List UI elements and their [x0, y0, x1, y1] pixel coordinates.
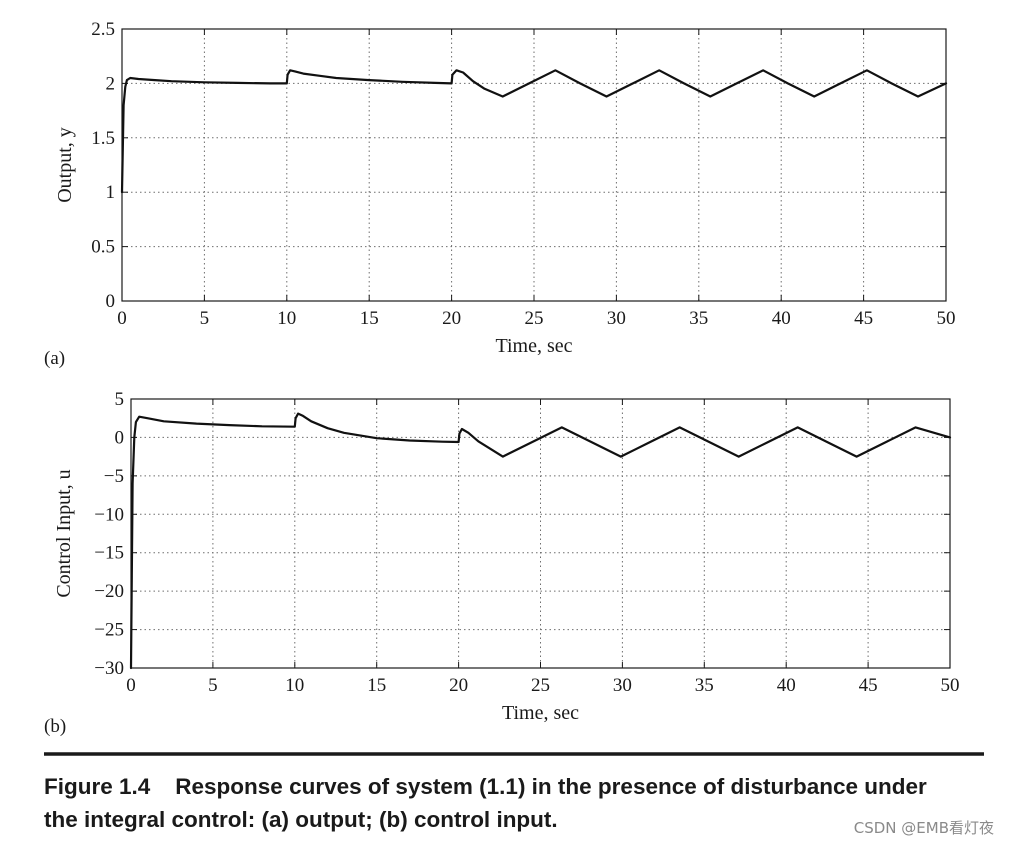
x-tick-label: 25: [525, 308, 544, 329]
y-tick-label: 5: [115, 389, 125, 410]
y-tick-label: 2: [106, 73, 116, 94]
y-tick-label: 0: [115, 427, 125, 448]
y-tick-label: 0: [106, 291, 116, 312]
x-tick-label: 0: [126, 675, 136, 696]
x-tick-label: 45: [854, 308, 873, 329]
panel-a-label: (a): [44, 348, 65, 369]
plot-frame: [130, 398, 951, 669]
x-tick-label: 50: [937, 308, 956, 329]
caption-line-1: Figure 1.4 Response curves of system (1.…: [44, 774, 927, 799]
x-tick-label: 25: [531, 675, 550, 696]
x-tick-label: 50: [941, 675, 960, 696]
y-tick-label: −30: [94, 658, 124, 679]
watermark: CSDN @EMB看灯夜: [854, 819, 994, 837]
panel-b-label: (b): [44, 716, 66, 737]
x-axis-label: Time, sec: [495, 335, 572, 357]
x-tick-label: 0: [117, 308, 127, 329]
x-tick-label: 30: [607, 308, 626, 329]
chart-panel-b: 0 5 10 15 20 25 30 35 40 45 50 −30 −25 −20 −15 −10 −5 0 5 T…: [53, 389, 960, 724]
y-tick-label: 0.5: [91, 237, 115, 258]
y-tick-label: 2.5: [91, 19, 115, 40]
y-axis-label: Output, y: [54, 127, 76, 203]
y-tick-label: −10: [94, 504, 124, 525]
y-tick-label: 1.5: [91, 128, 115, 149]
x-tick-label: 10: [285, 675, 304, 696]
chart-panel-a: 0 5 10 15 20 25 30 35 40 45 50 0 0.5 1 1.5 2 2.5 Time, se…: [54, 19, 956, 357]
y-tick-label: −5: [104, 466, 124, 487]
x-tick-label: 40: [772, 308, 791, 329]
y-tick-label: 1: [106, 182, 116, 203]
series-line: [129, 412, 952, 670]
series-line: [120, 69, 948, 194]
y-tick-label: −20: [94, 581, 124, 602]
x-tick-label: 10: [277, 308, 296, 329]
y-tick-label: −25: [94, 620, 124, 641]
x-tick-label: 35: [689, 308, 708, 329]
x-tick-label: 45: [859, 675, 878, 696]
x-tick-label: 20: [449, 675, 468, 696]
x-tick-label: 5: [200, 308, 210, 329]
x-tick-label: 30: [613, 675, 632, 696]
x-tick-label: 5: [208, 675, 218, 696]
x-tick-label: 20: [442, 308, 461, 329]
x-tick-label: 40: [777, 675, 796, 696]
y-axis-label: Control Input, u: [53, 469, 75, 597]
x-tick-label: 35: [695, 675, 714, 696]
y-tick-label: −15: [94, 543, 124, 564]
caption-line-2: the integral control: (a) output; (b) co…: [44, 807, 558, 832]
x-tick-label: 15: [367, 675, 386, 696]
x-tick-label: 15: [360, 308, 379, 329]
x-axis-label: Time, sec: [502, 702, 579, 724]
